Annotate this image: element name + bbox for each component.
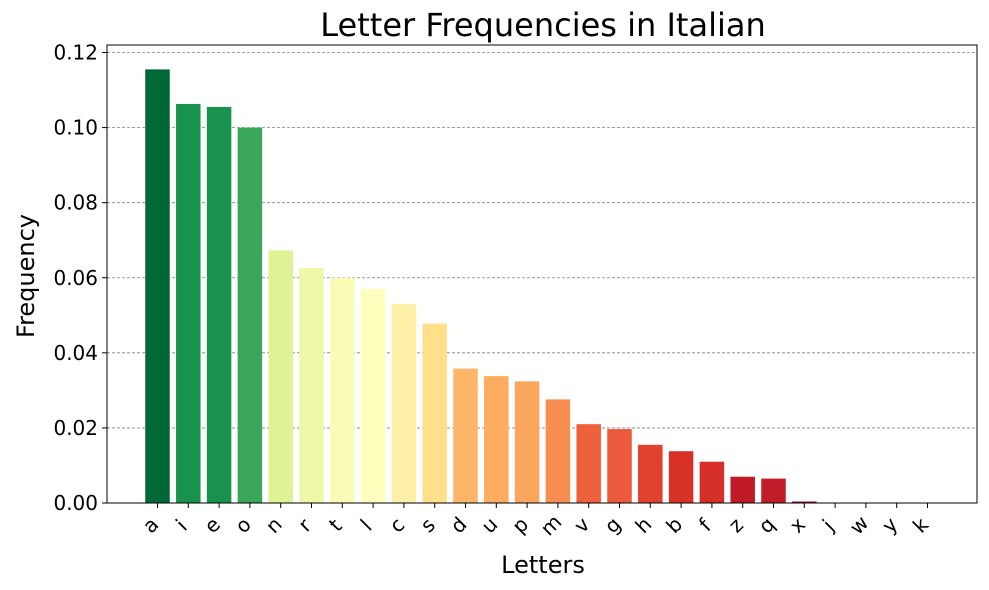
x-tick-label: m [536, 510, 567, 541]
x-tick-label: t [324, 514, 347, 537]
bar-o [237, 127, 263, 504]
x-tick-label: y [877, 512, 902, 537]
y-tick-label: 0.08 [53, 191, 98, 215]
bar-r [299, 267, 324, 503]
x-tick-label: e [199, 512, 225, 538]
x-tick-label: u [476, 512, 502, 538]
x-tick-label: b [661, 512, 687, 538]
bar-g [607, 429, 632, 503]
x-tick-label: g [600, 512, 626, 538]
y-tick-label: 0.06 [53, 266, 98, 290]
bar-v [576, 424, 601, 503]
x-tick-label: s [416, 513, 440, 537]
bar-x [792, 501, 817, 503]
bar-m [545, 399, 571, 503]
x-tick-label: v [569, 512, 594, 537]
bar-e [206, 106, 232, 503]
y-axis-label: Frequency [12, 214, 40, 338]
x-tick-label: i [171, 515, 192, 536]
bar-u [484, 376, 509, 503]
bar-t [330, 277, 355, 503]
y-tick-label: 0.12 [53, 41, 98, 65]
bar-p [514, 381, 540, 503]
x-tick-label: q [754, 512, 780, 538]
x-tick-label: z [724, 513, 748, 537]
bar-d [453, 368, 478, 503]
bar-a [145, 69, 170, 503]
x-tick-label: n [261, 512, 287, 538]
x-tick-label: w [845, 511, 874, 540]
x-tick-label: d [446, 512, 472, 538]
y-tick-label: 0.04 [53, 341, 98, 365]
y-tick-label: 0.02 [53, 416, 98, 440]
bar-z [730, 476, 755, 503]
bar-c [391, 304, 417, 503]
bar-q [761, 478, 786, 503]
chart-title: Letter Frequencies in Italian [320, 6, 765, 44]
x-tick-label: j [817, 515, 839, 537]
x-tick-label: o [230, 512, 256, 538]
y-tick-label: 0.00 [53, 491, 98, 515]
bar-i [176, 103, 201, 504]
bars [145, 69, 940, 504]
x-tick-label: a [138, 512, 164, 538]
x-axis-label: Letters [501, 551, 585, 579]
x-tick-label: x [785, 512, 810, 537]
plot-frame [106, 44, 978, 504]
x-tick-label: h [630, 512, 656, 538]
bar-s [422, 323, 447, 503]
bar-n [268, 250, 293, 503]
bar-f [699, 461, 725, 503]
x-tick-label: c [385, 513, 410, 538]
y-axis-ticks: 0.00 0.02 0.04 0.06 0.08 0.10 0.12 [53, 41, 107, 515]
x-tick-label: r [293, 513, 316, 536]
x-tick-label: k [908, 512, 933, 537]
y-tick-label: 0.10 [53, 116, 98, 140]
bar-b [668, 451, 694, 503]
x-tick-label: l [356, 515, 377, 536]
x-tick-label: p [507, 512, 533, 538]
x-tick-label: f [694, 513, 717, 536]
bar-h [638, 444, 663, 503]
gridlines [107, 52, 977, 504]
bar-l [360, 289, 386, 503]
